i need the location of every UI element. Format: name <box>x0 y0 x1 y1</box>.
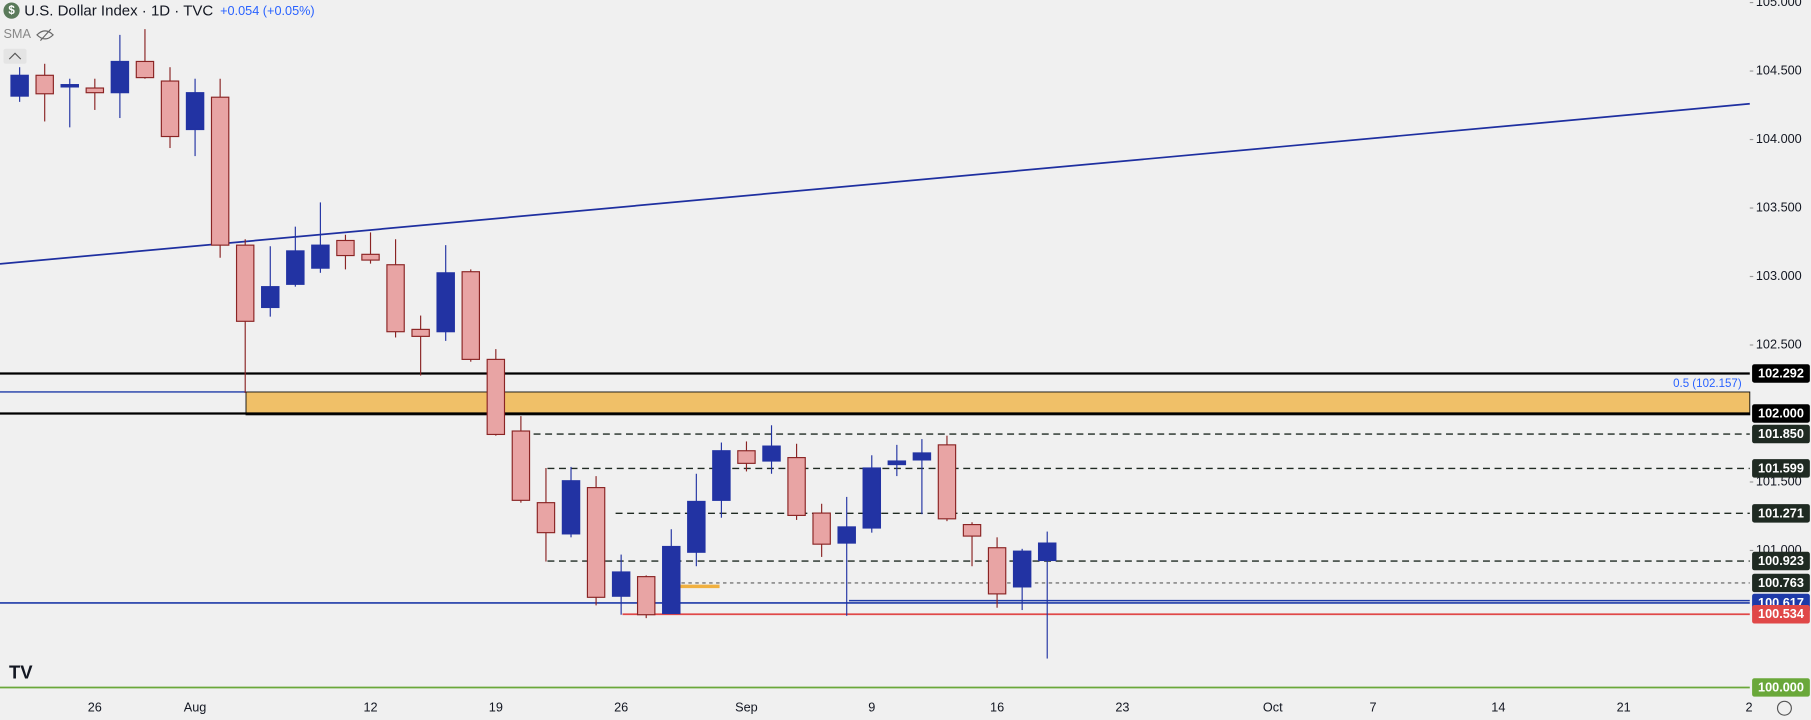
logo: TV <box>9 661 33 682</box>
candle-body <box>812 512 831 545</box>
candle-body <box>135 60 155 79</box>
level-label: 101.271 <box>1758 506 1804 520</box>
candle-body <box>411 328 430 337</box>
candle-body <box>912 452 932 461</box>
symbol-icon-glyph: $ <box>8 5 15 17</box>
y-tick-label: 104.000 <box>1756 132 1802 146</box>
candle-body <box>311 244 330 269</box>
level-label: 102.292 <box>1758 366 1804 380</box>
candle-body <box>987 547 1007 595</box>
level-label: 100.000 <box>1758 680 1804 694</box>
symbol-icon <box>3 2 20 19</box>
candle-body <box>862 467 882 529</box>
candle-body <box>185 92 205 131</box>
level-label-box <box>1752 678 1810 697</box>
candle-body <box>837 526 856 544</box>
collapse-button[interactable] <box>3 48 27 64</box>
x-tick-label: 21 <box>1617 701 1631 715</box>
candle-body <box>1012 550 1032 588</box>
y-tick-label: 103.500 <box>1756 200 1802 214</box>
settings-button[interactable] <box>1776 700 1792 716</box>
candle-body <box>762 445 781 462</box>
level-label: 102.000 <box>1758 406 1804 420</box>
x-tick-label: 7 <box>1370 701 1377 715</box>
candle-body <box>261 286 280 309</box>
candle-body <box>962 524 982 537</box>
x-tick-label: 2 <box>1745 701 1752 715</box>
x-tick-label: Aug <box>184 701 207 715</box>
level-label: 100.534 <box>1758 607 1804 621</box>
y-tick-label: 104.500 <box>1756 63 1802 77</box>
candle-body <box>10 74 29 97</box>
indicator-label: SMA <box>3 27 31 41</box>
level-label: 101.850 <box>1758 427 1804 441</box>
level-label-box <box>1752 424 1810 444</box>
candle-body <box>536 502 556 534</box>
y-tick-label: 101.500 <box>1756 474 1802 488</box>
zone-label: 0.5 (102.157) <box>1673 378 1742 390</box>
chart-title: U.S. Dollar Index · 1D · TVC <box>24 3 213 20</box>
candle-body <box>737 450 756 464</box>
level-label-box <box>1752 459 1810 478</box>
candle-body <box>561 480 581 535</box>
candle-body <box>436 272 455 333</box>
candle-body <box>286 250 305 285</box>
candle-body <box>662 545 681 615</box>
candle-body <box>1037 542 1057 562</box>
candle-body <box>636 576 656 616</box>
level-label-box <box>1752 551 1810 571</box>
collapse-icon <box>8 52 22 60</box>
candle-body <box>611 571 631 597</box>
candle-body <box>937 444 957 520</box>
x-tick-label: 14 <box>1491 701 1505 715</box>
level-label-box <box>1752 573 1810 593</box>
x-tick-label: Sep <box>735 701 758 715</box>
x-tick-label: 9 <box>868 701 875 715</box>
candle-body <box>235 244 255 322</box>
level-label: 100.923 <box>1758 554 1804 568</box>
candle-body <box>110 60 130 94</box>
candle-body <box>160 80 180 138</box>
y-tick-label: 105.000 <box>1756 0 1802 9</box>
candle-body <box>586 487 606 598</box>
x-tick-label: 16 <box>990 701 1004 715</box>
candle-body <box>336 239 355 257</box>
x-tick-label: 26 <box>88 701 102 715</box>
level-label: 100.763 <box>1758 576 1804 590</box>
candle-body <box>511 430 531 501</box>
level-label-box <box>1752 605 1810 624</box>
level-label-box <box>1752 504 1810 523</box>
candle-body <box>787 457 806 516</box>
y-tick-label: 102.500 <box>1756 337 1802 351</box>
candle-body <box>712 450 731 501</box>
candle-body <box>361 253 380 261</box>
candle-body <box>85 87 105 94</box>
visibility-icon[interactable] <box>36 28 54 42</box>
x-tick-label: 23 <box>1115 701 1129 715</box>
level-label: 101.599 <box>1758 461 1804 475</box>
price-change: +0.054 (+0.05%) <box>220 4 315 18</box>
candle-body <box>386 264 405 333</box>
level-label-box <box>1752 404 1810 423</box>
x-tick-label: 19 <box>489 701 503 715</box>
candle-body <box>60 84 80 88</box>
candle-body <box>887 460 907 466</box>
x-tick-label: Oct <box>1263 701 1283 715</box>
candle-body <box>486 358 506 436</box>
level-label-box <box>1752 364 1810 383</box>
trendline <box>0 102 1750 265</box>
candle-body <box>210 96 230 246</box>
candle-body <box>461 271 481 360</box>
x-tick-label: 12 <box>363 701 377 715</box>
candle-body <box>687 500 706 553</box>
zone <box>245 391 1751 416</box>
y-tick-label: 103.000 <box>1756 269 1802 283</box>
candle-body <box>35 74 54 95</box>
x-tick-label: 26 <box>614 701 628 715</box>
